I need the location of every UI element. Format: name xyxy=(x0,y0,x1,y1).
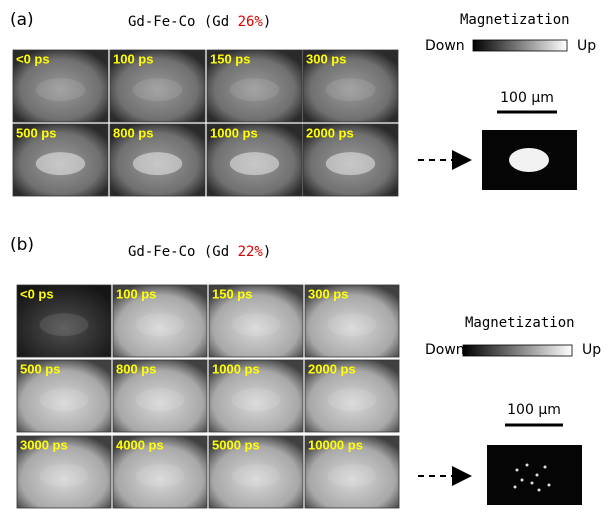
frame-domain xyxy=(327,313,377,337)
title-part: ) xyxy=(263,14,271,30)
panels: (a) Gd-Fe-Co (Gd 26%) <0 ps 100 ps 150 ps 300… xyxy=(10,10,601,509)
frame-image xyxy=(16,359,112,433)
frame-domain xyxy=(325,152,376,176)
frame-label: 100 ps xyxy=(116,286,156,301)
frame-label: 3000 ps xyxy=(20,437,68,452)
result-dot xyxy=(543,465,547,469)
panel-title: Gd-Fe-Co (Gd 22%) xyxy=(128,244,271,260)
frame-label: 1000 ps xyxy=(212,361,260,376)
frame-label: 150 ps xyxy=(212,286,252,301)
frame-image xyxy=(304,284,400,358)
frame-domain xyxy=(39,313,89,337)
panel-label: (a) xyxy=(10,10,34,30)
frame-image xyxy=(109,49,206,123)
colorbar-label: Magnetization xyxy=(465,315,575,331)
frame-image xyxy=(112,284,208,358)
frame-label: 500 ps xyxy=(20,361,60,376)
colorbar-high: Up xyxy=(577,38,596,54)
frame-image xyxy=(16,435,112,509)
frame-image xyxy=(12,123,109,197)
frame-label: 2000 ps xyxy=(306,125,354,140)
result-dot xyxy=(535,473,539,477)
result-dot xyxy=(515,468,519,472)
colorbar xyxy=(472,39,568,52)
frame-label: 300 ps xyxy=(308,286,348,301)
frame-domain xyxy=(39,464,89,488)
frame-domain xyxy=(35,78,86,102)
title-part: 26% xyxy=(238,14,264,30)
frame-image xyxy=(302,123,399,197)
frame-domain xyxy=(135,464,185,488)
frame-label: 150 ps xyxy=(210,51,250,66)
result-image xyxy=(487,445,582,505)
frame-image xyxy=(302,49,399,123)
title-part: Gd-Fe-Co (Gd xyxy=(128,244,238,260)
frame-image xyxy=(208,359,304,433)
frame-label: 800 ps xyxy=(116,361,156,376)
frame-domain xyxy=(35,152,86,176)
frame-image xyxy=(304,359,400,433)
result-dot xyxy=(520,478,524,482)
frame-label: <0 ps xyxy=(16,51,50,66)
frame-label: 300 ps xyxy=(306,51,346,66)
frame-label: <0 ps xyxy=(20,286,54,301)
frame-domain xyxy=(135,313,185,337)
frame-label: 10000 ps xyxy=(308,437,363,452)
frame-domain xyxy=(132,78,183,102)
result-dot xyxy=(547,483,551,487)
frame-label: 5000 ps xyxy=(212,437,260,452)
result-dot xyxy=(513,485,517,489)
frame-domain xyxy=(132,152,183,176)
frame-image xyxy=(206,49,303,123)
colorbar-low: Down xyxy=(425,342,465,358)
colorbar-high: Up xyxy=(582,342,601,358)
frame-domain xyxy=(327,388,377,412)
result-domain xyxy=(509,148,549,172)
frame-image xyxy=(206,123,303,197)
colorbar xyxy=(462,344,573,357)
title-part: Gd-Fe-Co (Gd xyxy=(128,14,238,30)
frame-domain xyxy=(231,388,281,412)
colorbar-low: Down xyxy=(425,38,465,54)
frame-domain xyxy=(325,78,376,102)
result-dot xyxy=(537,488,541,492)
frame-image xyxy=(12,49,109,123)
frame-label: 1000 ps xyxy=(210,125,258,140)
result-dot xyxy=(525,463,529,467)
frame-image xyxy=(109,123,206,197)
frame-image xyxy=(208,284,304,358)
frame-domain xyxy=(231,313,281,337)
frame-label: 2000 ps xyxy=(308,361,356,376)
frame-image xyxy=(112,435,208,509)
frame-domain xyxy=(327,464,377,488)
frame-domain xyxy=(135,388,185,412)
scale-label: 100 μm xyxy=(500,90,554,106)
colorbar-label: Magnetization xyxy=(460,12,570,28)
result-dot xyxy=(530,481,534,485)
title-part: ) xyxy=(263,244,271,260)
frame-image xyxy=(304,435,400,509)
panel-title: Gd-Fe-Co (Gd 26%) xyxy=(128,14,271,30)
frame-domain xyxy=(229,152,280,176)
frame-image xyxy=(112,359,208,433)
frame-image xyxy=(16,284,112,358)
frame-label: 800 ps xyxy=(113,125,153,140)
frame-image xyxy=(208,435,304,509)
frame-domain xyxy=(231,464,281,488)
frame-domain xyxy=(229,78,280,102)
panel-label: (b) xyxy=(10,235,34,255)
frame-label: 100 ps xyxy=(113,51,153,66)
title-part: 22% xyxy=(238,244,264,260)
scale-label: 100 μm xyxy=(507,402,561,418)
frame-domain xyxy=(39,388,89,412)
frame-label: 4000 ps xyxy=(116,437,164,452)
frame-label: 500 ps xyxy=(16,125,56,140)
